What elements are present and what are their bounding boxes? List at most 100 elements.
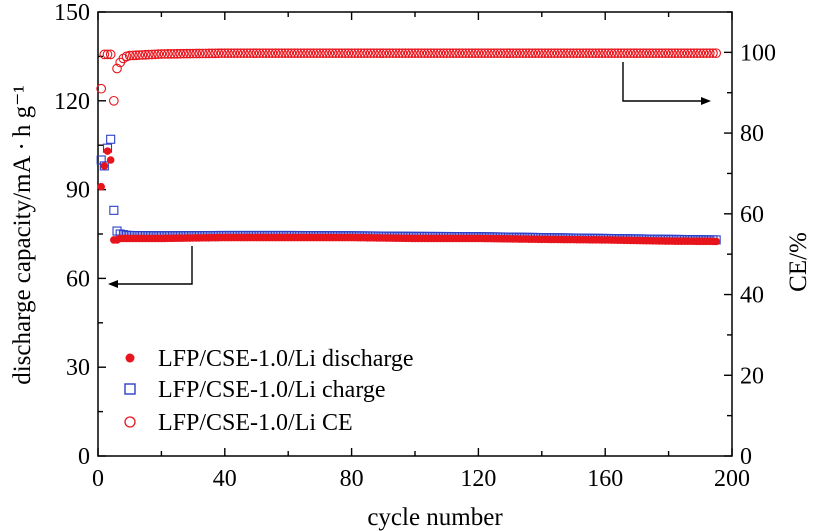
ce-point: [502, 48, 512, 59]
x-tick-label: 200: [714, 466, 750, 492]
x-tick-label: 80: [340, 466, 364, 492]
y-left-tick-label: 120: [54, 89, 90, 115]
ce-point: [590, 48, 601, 59]
legend-charge-marker: [124, 383, 136, 395]
arrows: [108, 62, 711, 288]
ce-point: [413, 48, 424, 59]
ce-point: [353, 48, 363, 59]
y-left-axis-title: discharge capacity/mA · h g⁻¹: [9, 85, 36, 385]
ce-point: [410, 48, 420, 59]
ce-point: [346, 48, 357, 59]
ce-point: [679, 48, 690, 59]
ce-point: [422, 48, 433, 59]
ce-point: [536, 48, 547, 59]
ce-point: [305, 48, 316, 59]
ce-point: [641, 48, 652, 59]
ce-point: [454, 48, 465, 59]
ce-point: [594, 48, 604, 59]
ce-point: [483, 48, 493, 59]
ce-point: [489, 48, 500, 59]
ce-point: [403, 48, 414, 59]
right-axis-arrowhead: [701, 97, 711, 105]
ce-point: [229, 48, 240, 59]
ce-point: [448, 48, 458, 59]
ce-point: [308, 48, 319, 59]
y-right-tick-label: 40: [740, 283, 764, 309]
ce-point: [245, 48, 256, 59]
ce-point: [644, 48, 655, 59]
ce-point: [315, 48, 325, 59]
ce-point: [261, 48, 271, 59]
ce-point: [670, 48, 680, 59]
ce-point: [185, 48, 195, 59]
ce-point: [349, 48, 360, 59]
legend-ce-marker: [124, 416, 136, 428]
ce-point: [584, 48, 595, 59]
ce-point: [166, 49, 176, 59]
ce-point: [118, 53, 129, 64]
legend-discharge-label: LFP/CSE-1.0/Li discharge: [158, 346, 414, 372]
ce-point: [666, 48, 677, 59]
ce-point: [283, 48, 294, 59]
ce-point: [286, 48, 297, 59]
ce-point: [647, 48, 658, 59]
ce-point: [562, 48, 573, 59]
ce-point: [521, 48, 531, 59]
x-axis-title: cycle number: [367, 504, 503, 531]
ce-point: [296, 48, 306, 59]
ce-point: [378, 48, 389, 59]
ce-point: [540, 48, 550, 59]
ce-point: [625, 48, 636, 59]
ce-point: [362, 48, 373, 59]
ce-point: [632, 48, 642, 59]
ce-point: [197, 48, 208, 59]
ce-point: [701, 48, 712, 59]
ce-point: [191, 48, 202, 59]
ce-point: [406, 48, 417, 59]
ce-point: [559, 48, 569, 59]
ce-point: [685, 48, 696, 59]
ce-point: [574, 48, 585, 59]
ce-point: [479, 48, 490, 59]
ce-point: [140, 49, 151, 60]
ce-point: [565, 48, 576, 59]
ce-point: [663, 48, 674, 59]
ce-point: [108, 95, 119, 106]
ce-point: [387, 48, 398, 59]
ticks: [97, 11, 733, 457]
ce-point: [137, 50, 148, 60]
ce-point: [419, 48, 430, 59]
legend-discharge-marker: [125, 353, 135, 363]
ce-point: [400, 48, 411, 59]
ce-point: [581, 48, 592, 59]
ce-point: [365, 48, 376, 59]
ce-point: [242, 48, 252, 59]
ce-point: [498, 48, 509, 59]
ce-point: [178, 48, 189, 59]
discharge-point: [100, 162, 109, 170]
ce-point: [517, 48, 528, 59]
ce-point: [372, 48, 382, 59]
ce-point: [704, 48, 715, 59]
ce-point: [628, 48, 639, 59]
ce-point: [235, 48, 246, 59]
data-marks: [96, 48, 722, 246]
ce-point: [435, 48, 446, 59]
ce-point: [153, 49, 164, 59]
ce-point: [223, 48, 233, 59]
ce-point: [416, 48, 427, 59]
ce-point: [695, 48, 706, 59]
ce-point: [514, 48, 525, 59]
ce-point: [340, 48, 351, 59]
ce-point: [289, 48, 300, 59]
y-left-tick-label: 0: [78, 444, 90, 470]
ce-point: [270, 48, 281, 59]
ce-point: [343, 48, 354, 59]
ce-point: [673, 48, 683, 59]
ce-point: [337, 48, 347, 59]
ce-point: [660, 48, 671, 59]
ce-point: [486, 48, 496, 59]
y-right-axis-title: CE/%: [785, 232, 812, 292]
ce-point: [302, 48, 313, 59]
left-axis-arrow: [110, 246, 193, 285]
